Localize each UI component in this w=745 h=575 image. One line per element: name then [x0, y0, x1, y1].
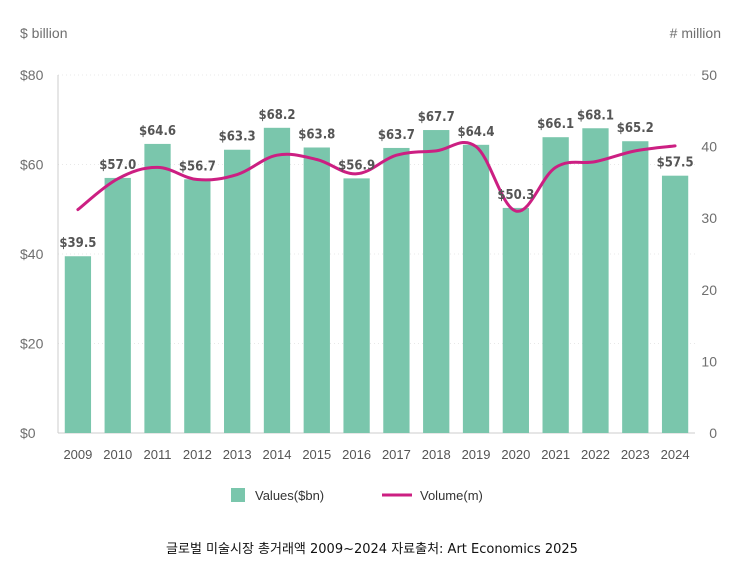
x-axis-tick-label: 2017	[382, 447, 411, 462]
x-axis-tick-label: 2020	[501, 447, 530, 462]
bar-data-label: $67.7	[418, 110, 455, 125]
bar-data-label: $57.0	[99, 158, 136, 173]
bar-data-label: $66.1	[537, 117, 574, 132]
bar	[64, 256, 92, 433]
bar-data-label: $57.5	[657, 156, 694, 171]
bar-data-labels: $39.5 $57.0 $64.6 $56.7$63.3$68.2$63.8 $56.9…	[59, 108, 693, 251]
x-axis-tick-label: 2023	[621, 447, 650, 462]
bar-data-label: $56.7	[179, 159, 216, 174]
bar-series	[64, 127, 689, 434]
left-axis-unit-label: $ billion	[20, 25, 67, 41]
bar-data-label: $63.7	[378, 128, 415, 143]
bar	[144, 143, 171, 434]
right-axis-tick-label: 0	[709, 425, 717, 441]
bar-data-label: $68.2	[258, 108, 295, 123]
right-axis-tick-label: 40	[701, 139, 717, 155]
x-axis-tick-label: 2009	[63, 447, 92, 462]
bar-data-label: $50.3	[497, 188, 534, 203]
bar-data-label: $65.2	[617, 121, 654, 136]
bar-data-label: $63.3	[219, 130, 256, 145]
left-axis-tick-label: $60	[20, 157, 44, 173]
volume-line-path	[76, 140, 677, 213]
bar-data-label: $39.5	[59, 236, 96, 251]
x-axis-tick-label: 2021	[541, 447, 570, 462]
bar	[462, 144, 490, 433]
x-axis-tick-label: 2015	[302, 447, 331, 462]
bar-data-label: $63.8	[298, 127, 335, 142]
x-axis-tick-label: 2024	[661, 447, 690, 462]
x-axis-tick-label: 2014	[263, 447, 292, 462]
right-axis-tick-label: 20	[701, 282, 717, 298]
line-series	[76, 140, 677, 213]
bar	[104, 177, 131, 433]
x-axis-tick-labels: 2009 2010 2011 2012 2013 2014 2015 2016 2017 2018…	[63, 447, 689, 462]
bar	[263, 127, 291, 434]
right-axis-unit-label: # million	[670, 25, 721, 41]
bar	[582, 128, 609, 433]
x-axis-tick-label: 2022	[581, 447, 610, 462]
bar-data-label: $64.6	[139, 124, 176, 139]
x-axis-tick-label: 2018	[422, 447, 451, 462]
legend: Values($bn) Volume(m)	[231, 488, 483, 503]
left-axis-ticks: $0 $20 $40 $60 $80	[20, 67, 44, 441]
left-axis-tick-label: $0	[20, 425, 36, 441]
left-axis-tick-label: $20	[20, 336, 44, 352]
bar-data-label: $56.9	[338, 158, 375, 173]
bar-data-label: $64.4	[458, 125, 495, 140]
bar	[661, 175, 689, 433]
x-axis-tick-label: 2016	[342, 447, 371, 462]
bar	[224, 149, 251, 434]
right-axis-tick-label: 30	[701, 210, 717, 226]
x-axis-tick-label: 2019	[462, 447, 491, 462]
legend-line-label: Volume(m)	[420, 488, 483, 503]
bar	[343, 178, 370, 433]
bar	[622, 141, 649, 434]
right-axis-tick-label: 10	[701, 353, 717, 369]
legend-bar-label: Values($bn)	[255, 488, 324, 503]
x-axis-tick-label: 2012	[183, 447, 212, 462]
left-axis-tick-label: $40	[20, 246, 44, 262]
x-axis-tick-label: 2011	[144, 447, 172, 462]
x-axis-tick-label: 2013	[223, 447, 252, 462]
bar	[303, 147, 330, 433]
bar-data-label: $68.1	[577, 108, 614, 123]
bar	[542, 137, 569, 433]
x-axis-tick-label: 2010	[103, 447, 132, 462]
chart-caption: 글로벌 미술시장 총거래액 2009~2024 자료출처: Art Econom…	[166, 542, 578, 557]
bar	[423, 130, 450, 434]
right-axis-ticks: 0 10 20 30 40 50	[701, 67, 717, 441]
bar	[383, 147, 410, 433]
bar	[502, 207, 529, 433]
bar	[184, 179, 211, 433]
right-axis-tick-label: 50	[701, 67, 717, 83]
legend-bar-swatch	[231, 488, 245, 502]
left-axis-tick-label: $80	[20, 67, 44, 83]
